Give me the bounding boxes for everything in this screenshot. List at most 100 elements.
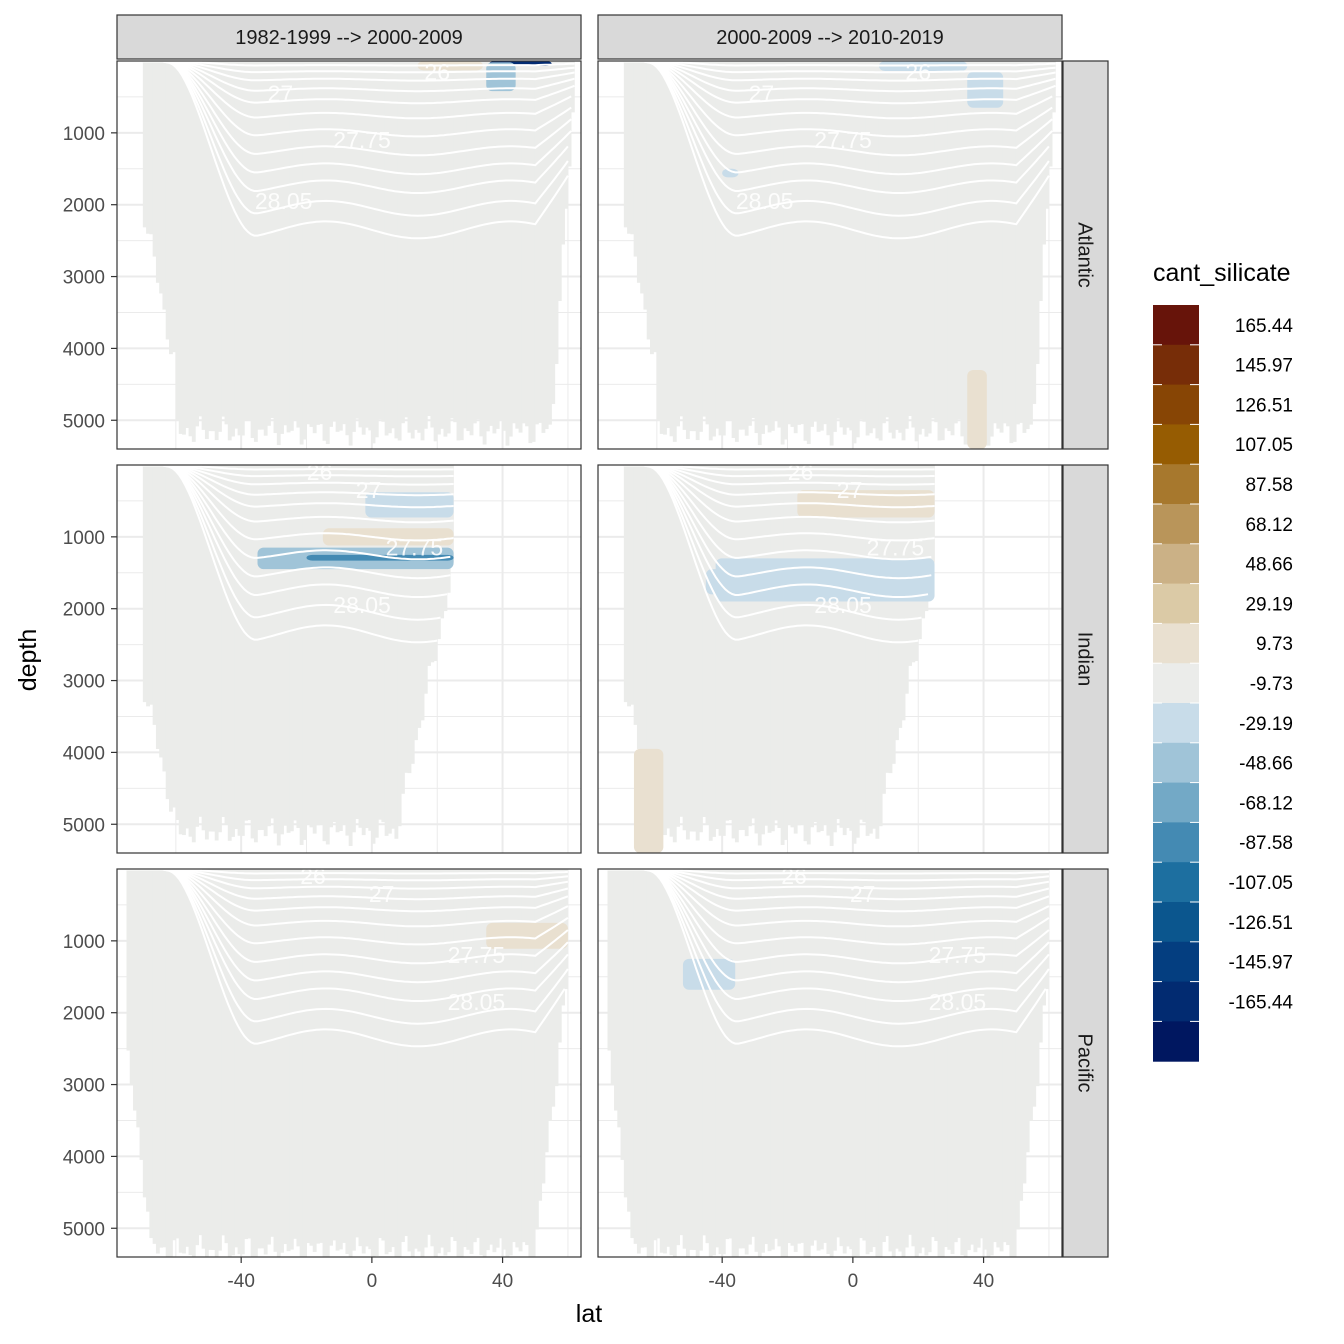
ocean-cell: [1038, 61, 1043, 301]
ocean-cell: [240, 61, 245, 436]
ocean-cell: [204, 465, 209, 840]
contour-label: 27: [850, 881, 876, 907]
ocean-cell: [757, 465, 762, 846]
ocean-cell: [417, 61, 422, 433]
isopycnal-line: [624, 61, 1053, 120]
ocean-cell: [283, 869, 288, 1245]
y-tick-label: 5000: [63, 815, 105, 836]
ocean-cell: [649, 869, 654, 1257]
ocean-cell: [231, 61, 235, 437]
isopycnal-line: [143, 465, 448, 598]
isopycnal-line: [143, 465, 454, 509]
strip-top-label: 1982-1999 --> 2000-2009: [235, 27, 462, 49]
ocean-cell: [868, 61, 873, 434]
isopycnal-line: [143, 61, 572, 138]
strip-right-box: [1062, 464, 1109, 854]
ocean-cell: [881, 61, 886, 424]
ocean-cell: [273, 61, 278, 434]
isopycnal-line: [143, 61, 575, 93]
ocean-cell: [855, 61, 860, 438]
ocean-cell: [191, 869, 196, 1257]
ocean-cell: [774, 61, 779, 421]
isopycnal-line: [126, 869, 566, 1048]
axes-layer: 1000200030004000500010002000300040005000…: [63, 124, 994, 1292]
isopycnal-contours: [624, 61, 1056, 240]
isopycnal-line: [607, 869, 1049, 882]
contour-label: 27.75: [448, 942, 506, 968]
ocean-cell: [410, 465, 415, 764]
legend-swatch: [1153, 663, 1199, 704]
ocean-cell: [142, 465, 147, 703]
ocean-cell: [155, 869, 160, 1254]
legend-label: 126.51: [1235, 395, 1293, 416]
ocean-cell: [476, 869, 481, 1238]
ocean-cell: [917, 869, 922, 1254]
ocean-cell: [387, 869, 392, 1252]
legend-label: -48.66: [1239, 754, 1293, 775]
ocean-cell: [705, 869, 710, 1244]
ocean-cell: [329, 869, 333, 1246]
ocean-cell: [663, 465, 667, 836]
ocean-cell: [427, 869, 431, 1235]
isopycnal-line: [126, 869, 568, 882]
anomaly-patch: [797, 490, 935, 518]
ocean-cell: [666, 61, 671, 429]
ocean-cell: [433, 869, 438, 1257]
legend-swatch: [1153, 464, 1199, 505]
isopycnal-line: [624, 61, 1053, 138]
ocean-cell: [201, 869, 206, 1249]
ocean-cell: [636, 869, 641, 1254]
ocean-cell: [404, 61, 409, 418]
ocean-cell: [787, 869, 792, 1244]
legend-swatch: [1153, 344, 1199, 386]
panel-border: [597, 868, 1063, 1258]
ocean-cell: [371, 61, 376, 444]
ocean-cell: [679, 465, 684, 817]
ocean-cell: [712, 61, 716, 437]
ocean-cell: [528, 61, 533, 444]
ocean-cell: [355, 869, 360, 1238]
ocean-cell: [963, 61, 968, 445]
ocean-cell: [185, 61, 190, 429]
ocean-cell: [299, 61, 304, 445]
ocean-cell: [518, 61, 523, 433]
ocean-cell: [472, 61, 477, 424]
ocean-cell: [748, 869, 752, 1245]
ocean-cell: [672, 61, 677, 442]
isopycnal-line: [624, 61, 1050, 240]
ocean-cell: [168, 465, 173, 812]
y-tick-label: 3000: [63, 1076, 105, 1097]
ocean-cell: [659, 465, 664, 835]
ocean-cell: [159, 61, 164, 294]
strip-right-pacific: Pacific: [1062, 868, 1109, 1258]
ocean-cell: [338, 869, 343, 1250]
contour-label: 28.05: [255, 188, 313, 214]
ocean-cell: [685, 61, 690, 440]
ocean-cell: [1015, 869, 1020, 1230]
contour-label: 28.05: [448, 989, 506, 1015]
ocean-cell: [280, 869, 284, 1253]
ocean-cell: [980, 869, 984, 1239]
ocean-cell: [221, 465, 226, 818]
ocean-cell: [1042, 869, 1046, 1006]
ocean-cell: [325, 465, 330, 845]
ocean-cell: [224, 869, 229, 1244]
ocean-cell: [384, 61, 389, 436]
ocean-cell: [911, 869, 916, 1247]
ocean-cell: [172, 465, 177, 808]
ocean-cell: [976, 869, 981, 1248]
isopycnal-line: [143, 465, 438, 644]
ocean-cell: [921, 869, 926, 1248]
ocean-cell: [963, 869, 968, 1257]
ocean-cell: [813, 465, 818, 823]
x-tick-label: 0: [848, 1271, 859, 1292]
ocean-cell: [155, 465, 160, 749]
ocean-cell: [783, 465, 788, 840]
legend-label: 9.73: [1256, 634, 1293, 655]
legend-swatch: [1153, 543, 1199, 585]
isopycnal-line: [607, 869, 1050, 901]
ocean-cell: [1009, 869, 1014, 1257]
ocean-cell: [676, 869, 680, 1246]
ocean-cell: [659, 61, 664, 434]
ocean-cell: [492, 61, 497, 434]
